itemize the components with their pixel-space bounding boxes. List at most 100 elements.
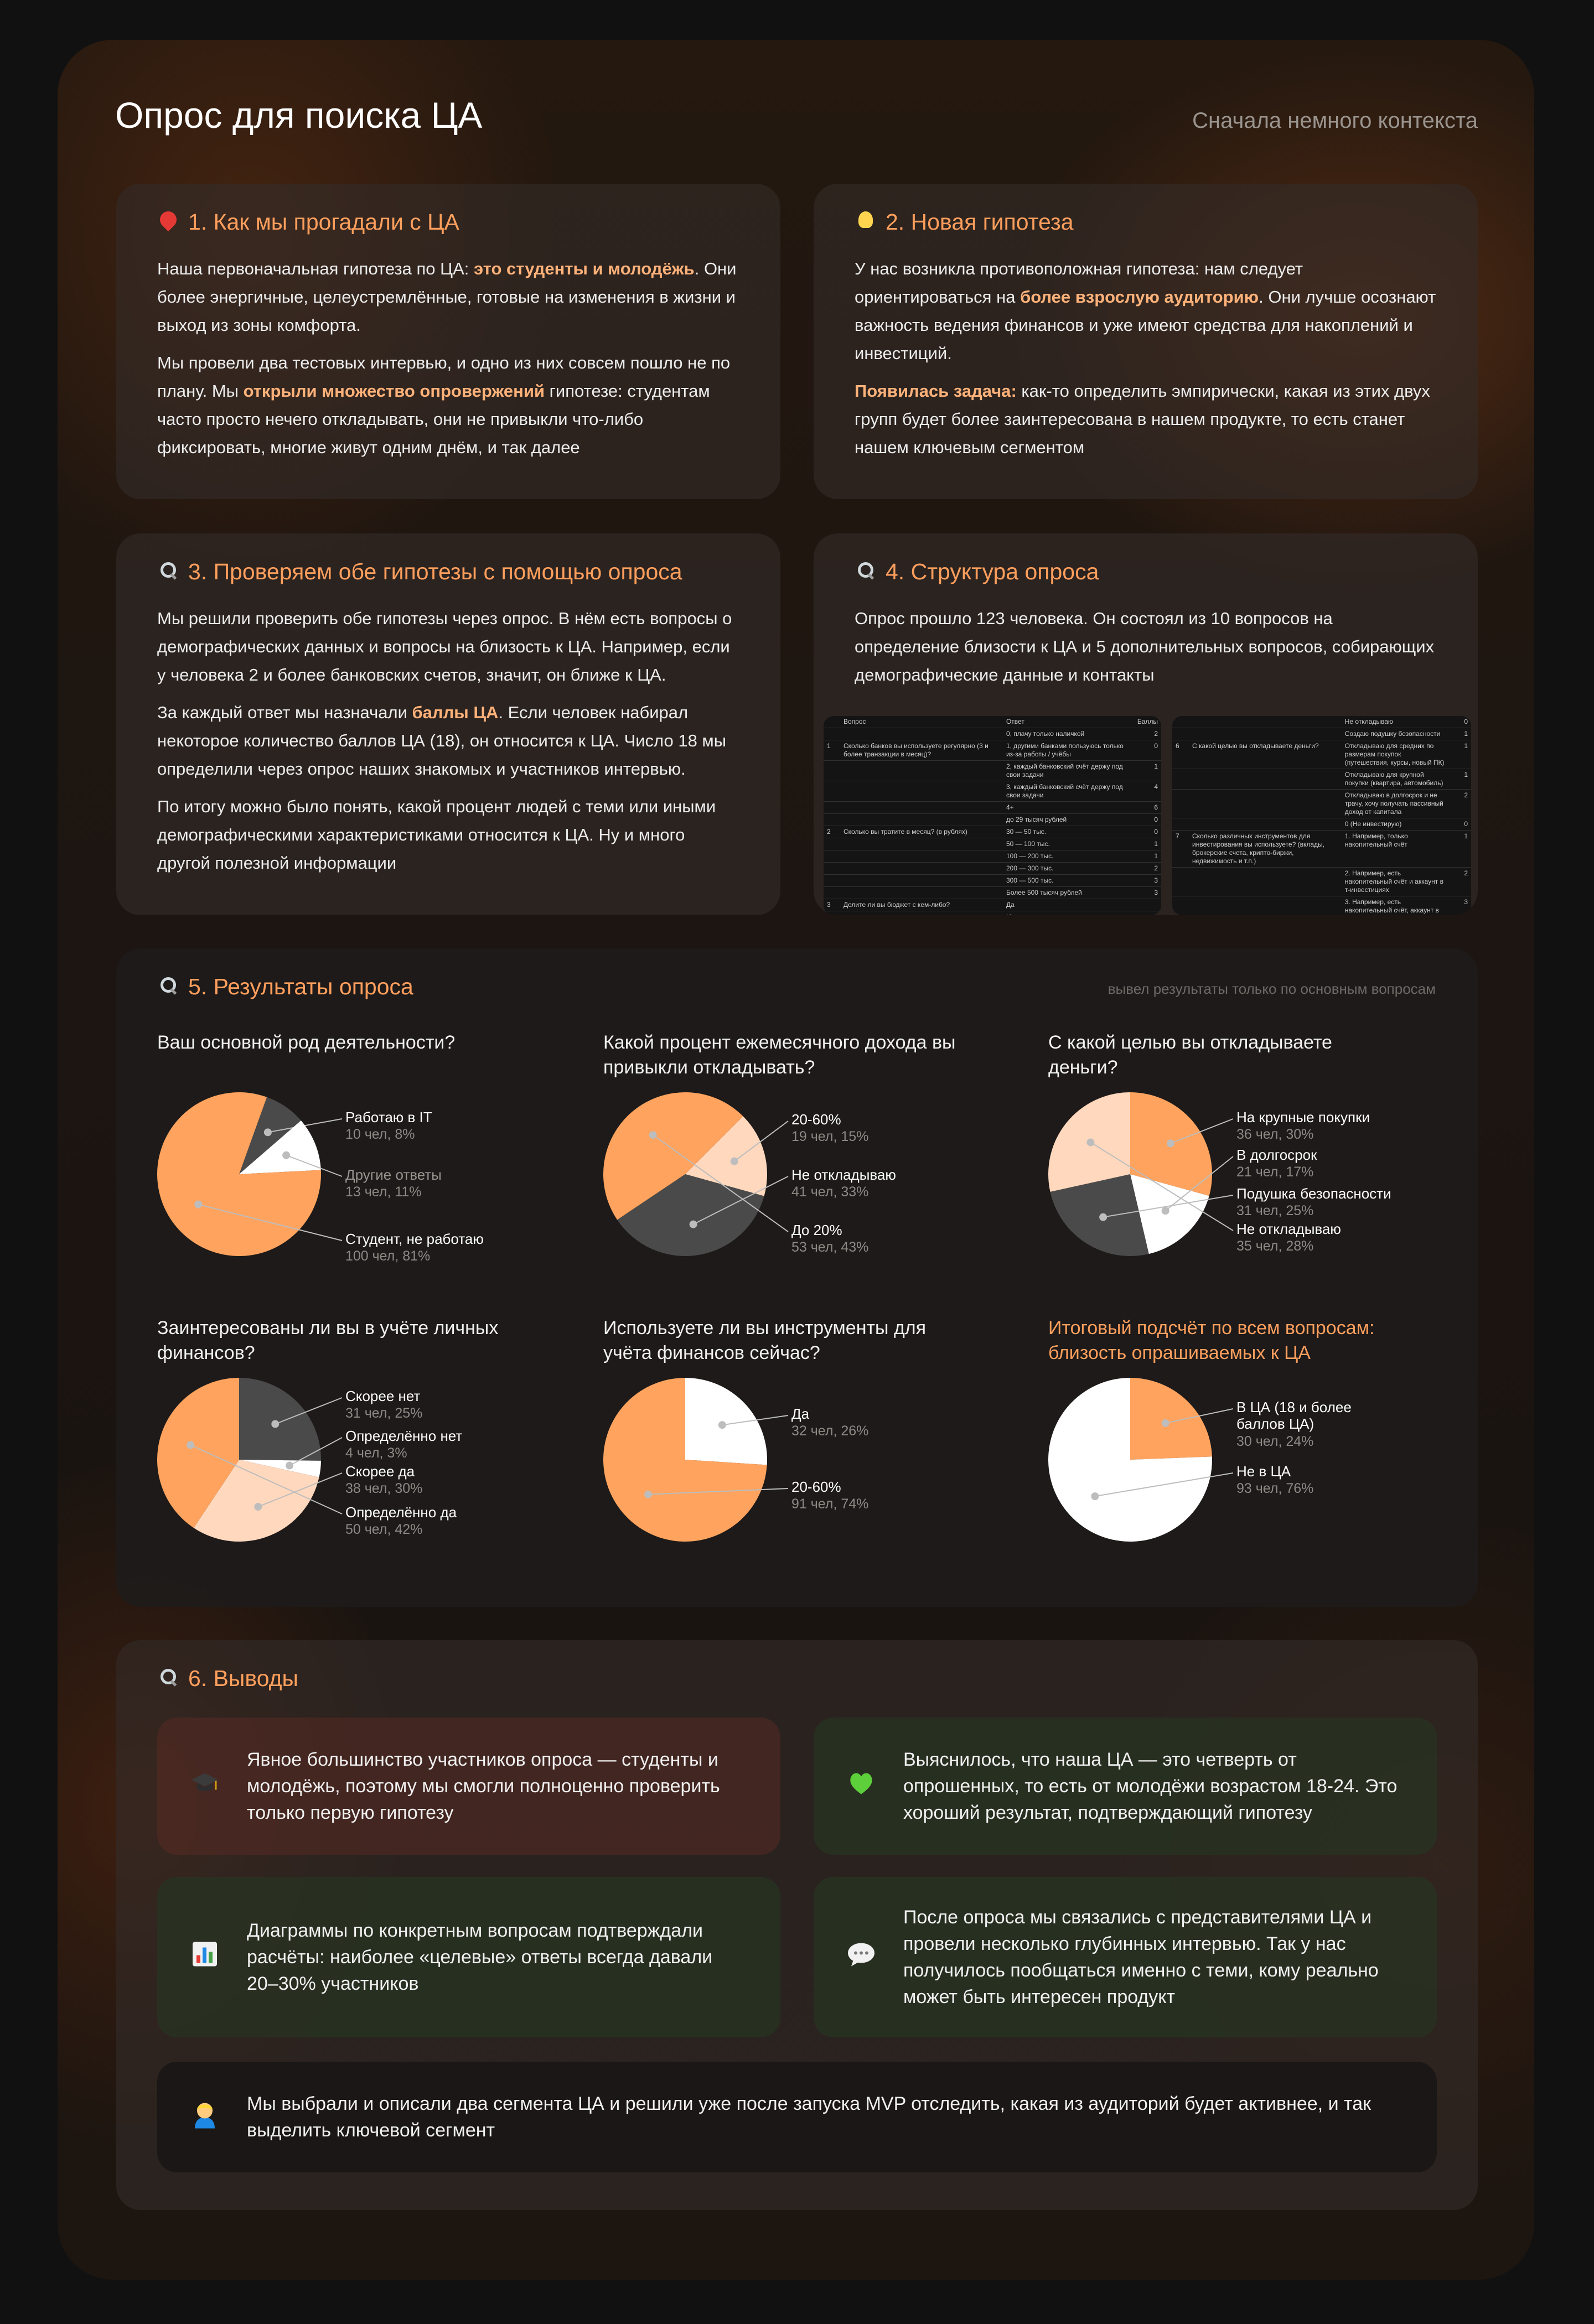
table-cell: 1 <box>1134 838 1161 850</box>
leader-line <box>1165 1156 1234 1211</box>
table-cell: Более 500 тысяч рублей <box>1002 886 1134 899</box>
table-cell: 0 <box>1449 818 1471 831</box>
leader-line <box>1090 1142 1234 1231</box>
card-survey-results: 5. Результаты опроса вывел результаты то… <box>116 948 1478 1607</box>
table-cell <box>840 850 1003 863</box>
table-cell <box>840 760 1003 781</box>
slice-label: На крупные покупки <box>1236 1109 1370 1125</box>
table-cell: 2, каждый банковский счёт держу под свои… <box>1002 760 1134 781</box>
table-cell: Сколько вы тратите в месяц? (в рублях) <box>840 826 1003 838</box>
leader-dot <box>282 1151 291 1159</box>
table-cell: 3 <box>1449 896 1471 915</box>
chart-question: Заинтересованы ли вы в учёте личных фина… <box>157 1317 499 1363</box>
slice-label: Не в ЦА <box>1236 1463 1291 1480</box>
table-cell <box>824 781 840 802</box>
card-title: 3. Проверяем обе гипотезы с помощью опро… <box>157 559 682 585</box>
table-row: 100 — 200 тыс. 1 <box>824 850 1161 863</box>
slice-label: Студент, не работаю <box>345 1231 484 1247</box>
table-cell: 1 <box>1449 740 1471 769</box>
card-survey-structure: 4. Структура опроса Опрос прошло 123 чел… <box>814 533 1478 915</box>
table-row: 50 — 100 тыс. 1 <box>824 838 1161 850</box>
leader-line <box>734 1120 789 1162</box>
card-old-hypothesis: 1. Как мы прогадали с ЦА Наша первоначал… <box>116 184 780 499</box>
table-row: 200 — 300 тыс. 2 <box>824 862 1161 875</box>
slice-label: Не откладываю <box>1236 1221 1341 1237</box>
table-row: Откладываю в долгосрок и не трачу, хочу … <box>1172 789 1471 818</box>
table-cell: 2. Например, есть накопительный счёт и а… <box>1341 867 1449 896</box>
table-cell <box>840 874 1003 887</box>
pie-chart <box>603 1378 789 1542</box>
table-cell: Сколько банков вы используете регулярно … <box>840 740 1003 761</box>
slice-value: 31 чел, 25% <box>345 1405 423 1421</box>
table-row: 2, каждый банковский счёт держу под свои… <box>824 760 1161 781</box>
slice-label: Определённо нет <box>345 1428 463 1444</box>
card-title: 5. Результаты опроса <box>157 974 413 1000</box>
slice-value: 35 чел, 28% <box>1236 1238 1314 1254</box>
table-row: Более 500 тысяч рублей 3 <box>824 886 1161 899</box>
table-cell: 100 — 200 тыс. <box>1002 850 1134 863</box>
conclusion-item: Мы выбрали и описали два сегмента ЦА и р… <box>157 2062 1437 2172</box>
table-row: 3, каждый банковский счёт держу под свои… <box>824 781 1161 802</box>
green-heart-icon <box>846 1771 877 1802</box>
pie-slice <box>1050 1174 1149 1256</box>
table-cell <box>1172 818 1189 831</box>
table-cell <box>1189 716 1342 728</box>
table-row: Нет <box>824 911 1161 915</box>
leader-line <box>693 1176 789 1225</box>
table-cell: 4 <box>1134 781 1161 802</box>
table-row: до 29 тысяч рублей 0 <box>824 813 1161 826</box>
table-cell: 4+ <box>1002 801 1134 814</box>
table-cell: Делите ли вы бюджет с кем-либо? <box>840 899 1003 911</box>
table-cell: 1 <box>1134 850 1161 863</box>
table-cell <box>1172 789 1189 818</box>
slice-value: 41 чел, 33% <box>791 1184 869 1200</box>
card-title: 4. Структура опроса <box>855 559 1099 585</box>
slice-label: 20-60% <box>791 1479 841 1495</box>
slice-label: Да <box>791 1405 810 1422</box>
magnifier-icon <box>157 976 179 998</box>
slice-value: 91 чел, 74% <box>791 1496 869 1512</box>
table-cell <box>1134 899 1161 911</box>
leader-line <box>722 1415 789 1426</box>
table-cell <box>840 911 1003 915</box>
chart-question: Итоговый подсчёт по всем вопросам: близо… <box>1048 1317 1375 1363</box>
table-cell: 50 — 100 тыс. <box>1002 838 1134 850</box>
leader-line <box>257 1472 343 1508</box>
table-cell: С какой целью вы откладываете деньги? <box>1189 740 1342 769</box>
table-cell: 300 — 500 тыс. <box>1002 874 1134 887</box>
pie-slice <box>685 1116 767 1196</box>
table-cell: Нет <box>1002 911 1134 915</box>
table-cell: 2 <box>1134 862 1161 875</box>
table-cell <box>1189 867 1342 896</box>
table-row: Создаю подушку безопасности 1 <box>1172 728 1471 740</box>
table-cell <box>824 838 840 850</box>
card-title: 6. Выводы <box>157 1666 298 1692</box>
leader-line <box>275 1397 343 1425</box>
table-row: 7 Сколько различных инструментов для инве… <box>1172 830 1471 868</box>
magnifier-icon <box>855 561 877 583</box>
table-cell <box>1172 728 1189 740</box>
slice-value: 21 чел, 17% <box>1236 1164 1314 1180</box>
table-row: 0 (Не инвестирую) 0 <box>1172 818 1471 831</box>
leader-dot <box>649 1131 657 1139</box>
speech-bubble-icon <box>846 1941 877 1974</box>
leader-line <box>653 1134 789 1232</box>
slice-value: 4 чел, 3% <box>345 1445 407 1461</box>
page-title: Опрос для поиска ЦА <box>115 95 483 136</box>
table-row: 1 Сколько банков вы используете регулярно… <box>824 740 1161 761</box>
table-row: Не откладываю 0 <box>1172 716 1471 728</box>
table-row: 300 — 500 тыс. 3 <box>824 874 1161 887</box>
pie-slice <box>239 1460 321 1477</box>
table-cell: 3 <box>1134 874 1161 887</box>
table-cell: Откладываю для крупной покупки (квартира… <box>1341 769 1449 790</box>
slice-value: 38 чел, 30% <box>345 1481 423 1496</box>
table-cell <box>1172 867 1189 896</box>
leader-dot <box>1099 1213 1107 1221</box>
table-cell: 3. Например, есть накопительный счёт, ак… <box>1341 896 1449 915</box>
table-header-cell: Вопрос <box>840 716 1003 728</box>
leader-dot <box>187 1441 195 1449</box>
pie-slice <box>1048 1378 1212 1542</box>
slice-label: Подушка безопасности <box>1236 1185 1391 1202</box>
table-cell <box>840 781 1003 802</box>
table-header-cell <box>824 716 840 728</box>
